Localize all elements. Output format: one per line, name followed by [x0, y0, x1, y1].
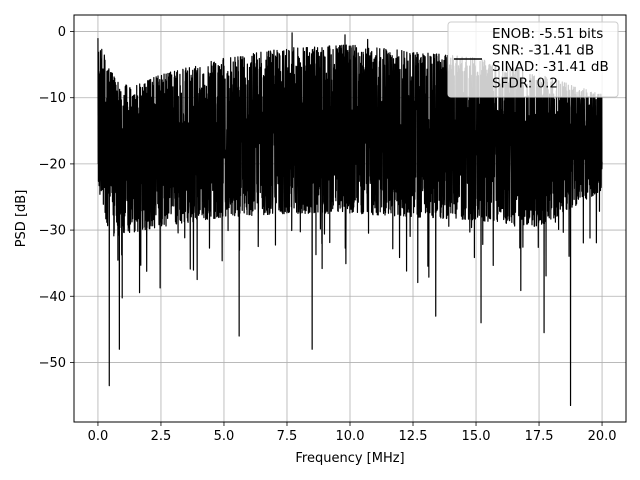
x-tick-label: 17.5: [525, 429, 554, 444]
y-axis-ticks: 0 −10 −20 −30 −40 −50: [39, 25, 74, 371]
legend-box: [447, 21, 619, 98]
y-tick-label: −20: [39, 157, 66, 172]
plot-area: [97, 32, 603, 407]
legend-text-sfdr: SFDR: 0.2: [492, 76, 558, 92]
x-tick-label: 10.0: [336, 429, 365, 444]
legend-text-snr: SNR: -31.41 dB: [492, 43, 594, 59]
y-axis-label: PSD [dB]: [14, 190, 29, 248]
x-tick-label: 5.0: [214, 429, 235, 444]
x-axis-ticks: 0.0 2.5 5.0 7.5 10.0 12.5 15.0 17.5 20.0: [88, 422, 617, 444]
legend-text-sinad: SINAD: -31.41 dB: [492, 59, 609, 75]
x-tick-label: 20.0: [588, 429, 617, 444]
y-tick-label: −30: [39, 224, 66, 239]
x-tick-label: 2.5: [151, 429, 172, 444]
series-line: [97, 32, 603, 407]
x-tick-label: 7.5: [277, 429, 298, 444]
y-tick-label: 0: [58, 25, 66, 40]
y-tick-label: −40: [39, 290, 66, 305]
y-tick-label: −10: [39, 91, 66, 106]
y-tick-label: −50: [39, 356, 66, 371]
legend-text-enob: ENOB: -5.51 bits: [492, 26, 603, 42]
x-tick-label: 15.0: [462, 429, 491, 444]
x-tick-label: 0.0: [88, 429, 109, 444]
x-tick-label: 12.5: [399, 429, 428, 444]
legend: ENOB: -5.51 bits SNR: -31.41 dB SINAD: -…: [447, 21, 619, 98]
x-axis-label: Frequency [MHz]: [295, 451, 404, 466]
